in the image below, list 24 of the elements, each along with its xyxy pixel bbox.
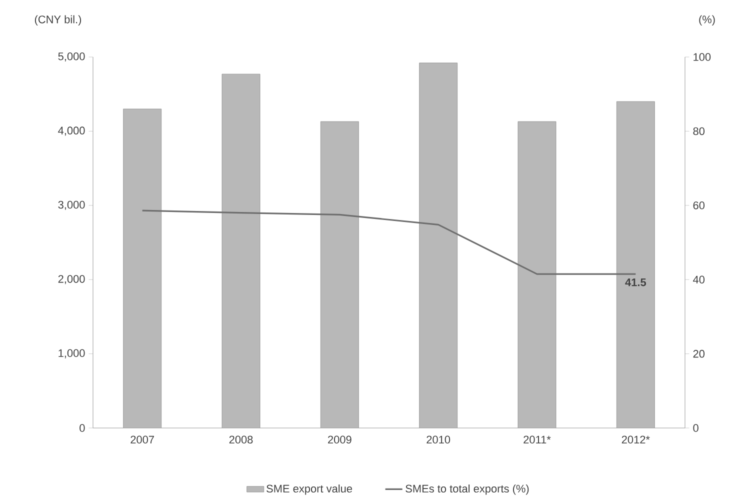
x-tick-label: 2012*	[622, 436, 650, 444]
legend-label: SME export value	[266, 484, 352, 495]
y2-tick-label: 0	[693, 424, 698, 432]
line-series	[142, 210, 636, 275]
data-label: 41.5	[625, 278, 646, 286]
y2-tick-label: 80	[693, 127, 705, 136]
x-tick-label: 2007	[130, 436, 154, 444]
x-tick-label: 2009	[328, 436, 352, 444]
x-tick-label: 2011*	[524, 436, 551, 444]
y-tick-label: 1,000	[58, 349, 85, 358]
y-tick-label: 3,000	[58, 200, 85, 210]
x-tick-label: 2008	[229, 436, 253, 444]
y2-tick-label: 20	[693, 350, 705, 358]
y2-tick-label: 40	[693, 276, 705, 284]
y2-tick-label: 60	[693, 202, 705, 210]
x-tick-label: 2010	[426, 436, 450, 444]
legend-label: SMEs to total exports (%)	[406, 484, 529, 495]
y-tick-label: 0	[80, 424, 85, 432]
y-tick-label: 4,000	[58, 126, 85, 136]
y2-tick-label: 100	[694, 53, 711, 61]
y-tick-label: 5,000	[58, 52, 85, 62]
y2-axis-title: (%)	[699, 15, 715, 26]
y-axis-title: (CNY bil.)	[34, 15, 82, 26]
y-tick-label: 2,000	[58, 275, 85, 284]
